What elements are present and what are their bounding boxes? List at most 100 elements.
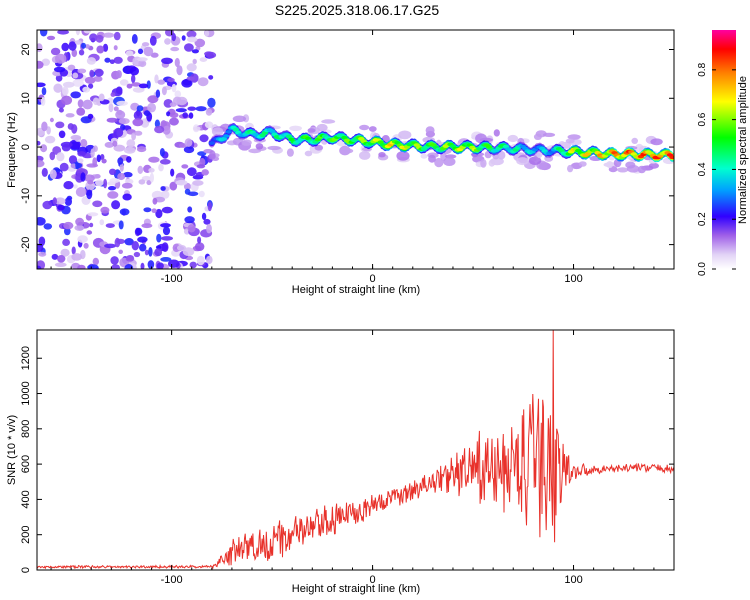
heatmap-ridge-cell bbox=[225, 130, 232, 134]
heatmap-noise-blob bbox=[71, 124, 78, 134]
heatmap-noise-blob bbox=[43, 223, 53, 230]
snr-y-axis: 0 200 400 600 800 1000 1200 bbox=[20, 346, 674, 573]
heatmap-noise-blob bbox=[156, 233, 162, 243]
y-tick-label: 200 bbox=[20, 526, 32, 544]
heatmap-halo-blob bbox=[208, 153, 216, 160]
heatmap-noise-blob bbox=[108, 186, 116, 191]
heatmap-noise-blob bbox=[89, 222, 94, 228]
heatmap-noise-blob bbox=[113, 144, 126, 152]
heatmap-noise-blob bbox=[46, 126, 51, 135]
heatmap-ridge-cell bbox=[232, 127, 240, 132]
heatmap-noise-blob bbox=[169, 102, 177, 107]
heatmap-noise-blob bbox=[56, 152, 65, 162]
heatmap-halo-blob bbox=[307, 128, 316, 133]
heatmap-noise-blob bbox=[77, 151, 86, 157]
heatmap-noise-blob bbox=[160, 257, 172, 262]
heatmap-noise-blob bbox=[186, 63, 197, 72]
heatmap-noise-blob bbox=[171, 83, 177, 93]
heatmap-halo-blob bbox=[428, 154, 436, 163]
heatmap-noise-blob bbox=[113, 31, 121, 41]
colorbar-tick-label: 0.4 bbox=[697, 162, 708, 176]
heatmap-halo-blob bbox=[316, 123, 328, 132]
heatmap-noise-blob bbox=[37, 82, 46, 88]
heatmap-noise-blob bbox=[94, 68, 104, 77]
heatmap-noise-blob bbox=[197, 151, 207, 156]
heatmap-noise-blob bbox=[143, 46, 154, 57]
heatmap-noise-blob bbox=[137, 57, 148, 62]
heatmap-noise-blob bbox=[92, 257, 100, 266]
heatmap-noise-blob bbox=[164, 38, 171, 45]
heatmap-noise-blob bbox=[205, 51, 217, 59]
heatmap-noise-blob bbox=[183, 182, 192, 191]
heatmap-noise-blob bbox=[100, 206, 110, 214]
heatmap-noise-blob bbox=[114, 237, 121, 248]
heatmap-halo-blob bbox=[321, 119, 336, 124]
y-tick-label: 0 bbox=[20, 144, 32, 150]
heatmap-noise-blob bbox=[149, 35, 157, 46]
x-tick-label: -100 bbox=[161, 574, 183, 586]
heatmap-noise-blob bbox=[104, 57, 111, 63]
heatmap-noise-blob bbox=[161, 86, 167, 96]
colorbar: 0.0 0.2 0.4 0.6 0.8 Normalized spectral ampl… bbox=[697, 30, 749, 276]
heatmap-noise-blob bbox=[162, 226, 171, 236]
heatmap-noise-blob bbox=[188, 112, 194, 119]
heatmap-halo-blob bbox=[542, 132, 556, 137]
heatmap-noise-blob bbox=[98, 93, 105, 102]
colorbar-tick-label: 0.8 bbox=[697, 62, 708, 76]
heatmap-noise-blob bbox=[69, 139, 81, 150]
y-tick-label: 0 bbox=[20, 567, 32, 573]
heatmap-noise-blob bbox=[143, 110, 151, 117]
heatmap-noise-blob bbox=[103, 178, 108, 189]
heatmap-noise-blob bbox=[51, 253, 59, 260]
heatmap-ridge-cell bbox=[285, 134, 293, 139]
heatmap-noise-blob bbox=[99, 219, 105, 226]
heatmap-noise-blob bbox=[84, 44, 90, 49]
heatmap-noise-blob bbox=[151, 208, 157, 213]
heatmap-noise-blob bbox=[37, 217, 46, 226]
heatmap-noise-blob bbox=[207, 201, 212, 212]
heatmap-noise-blob bbox=[83, 30, 92, 34]
heatmap-halo-blob bbox=[497, 150, 506, 160]
heatmap-noise-blob bbox=[113, 127, 124, 138]
heatmap-noise-blob bbox=[158, 163, 164, 172]
heatmap-noise-blob bbox=[125, 50, 134, 57]
heatmap-noise-blob bbox=[129, 66, 139, 76]
heatmap-noise-blob bbox=[197, 236, 202, 244]
heatmap-noise-blob bbox=[196, 164, 206, 169]
heatmap-noise-blob bbox=[75, 187, 87, 197]
snr-x-label: Height of straight line (km) bbox=[292, 583, 420, 595]
heatmap-noise-blob bbox=[111, 264, 120, 269]
heatmap-noise-blob bbox=[187, 106, 197, 111]
x-tick-label: 0 bbox=[370, 574, 376, 586]
heatmap-noise-blob bbox=[96, 154, 102, 163]
heatmap-halo-blob bbox=[232, 115, 247, 123]
heatmap-halo-blob bbox=[507, 134, 519, 143]
heatmap-noise-blob bbox=[206, 223, 212, 234]
spectrogram-x-axis: -100 0 100 bbox=[50, 30, 675, 285]
heatmap-noise-blob bbox=[131, 82, 142, 87]
heatmap-noise-blob bbox=[60, 248, 70, 257]
y-tick-label: 1000 bbox=[20, 381, 32, 405]
heatmap-noise-blob bbox=[147, 260, 155, 269]
heatmap-halo-blob bbox=[420, 153, 428, 159]
x-tick-label: 100 bbox=[564, 273, 582, 285]
heatmap-noise-blob bbox=[143, 207, 152, 213]
heatmap-noise-blob bbox=[84, 76, 96, 84]
heatmap-noise-blob bbox=[205, 108, 213, 116]
heatmap-noise-blob bbox=[160, 223, 171, 228]
heatmap-noise-blob bbox=[116, 70, 122, 79]
spectrogram-heatmap bbox=[37, 30, 674, 269]
heatmap-ridge-cell bbox=[223, 134, 230, 138]
heatmap-noise-blob bbox=[83, 174, 95, 182]
colorbar-tick-label: 0.2 bbox=[697, 212, 708, 226]
heatmap-noise-blob bbox=[147, 95, 159, 104]
y-tick-label: 10 bbox=[20, 92, 32, 104]
heatmap-noise-blob bbox=[201, 169, 209, 176]
heatmap-noise-blob bbox=[116, 109, 123, 116]
heatmap-noise-blob bbox=[87, 179, 94, 185]
heatmap-noise-blob bbox=[70, 163, 77, 169]
heatmap-halo-blob bbox=[434, 157, 444, 168]
heatmap-noise-blob bbox=[68, 155, 78, 165]
heatmap-noise-blob bbox=[166, 111, 171, 117]
